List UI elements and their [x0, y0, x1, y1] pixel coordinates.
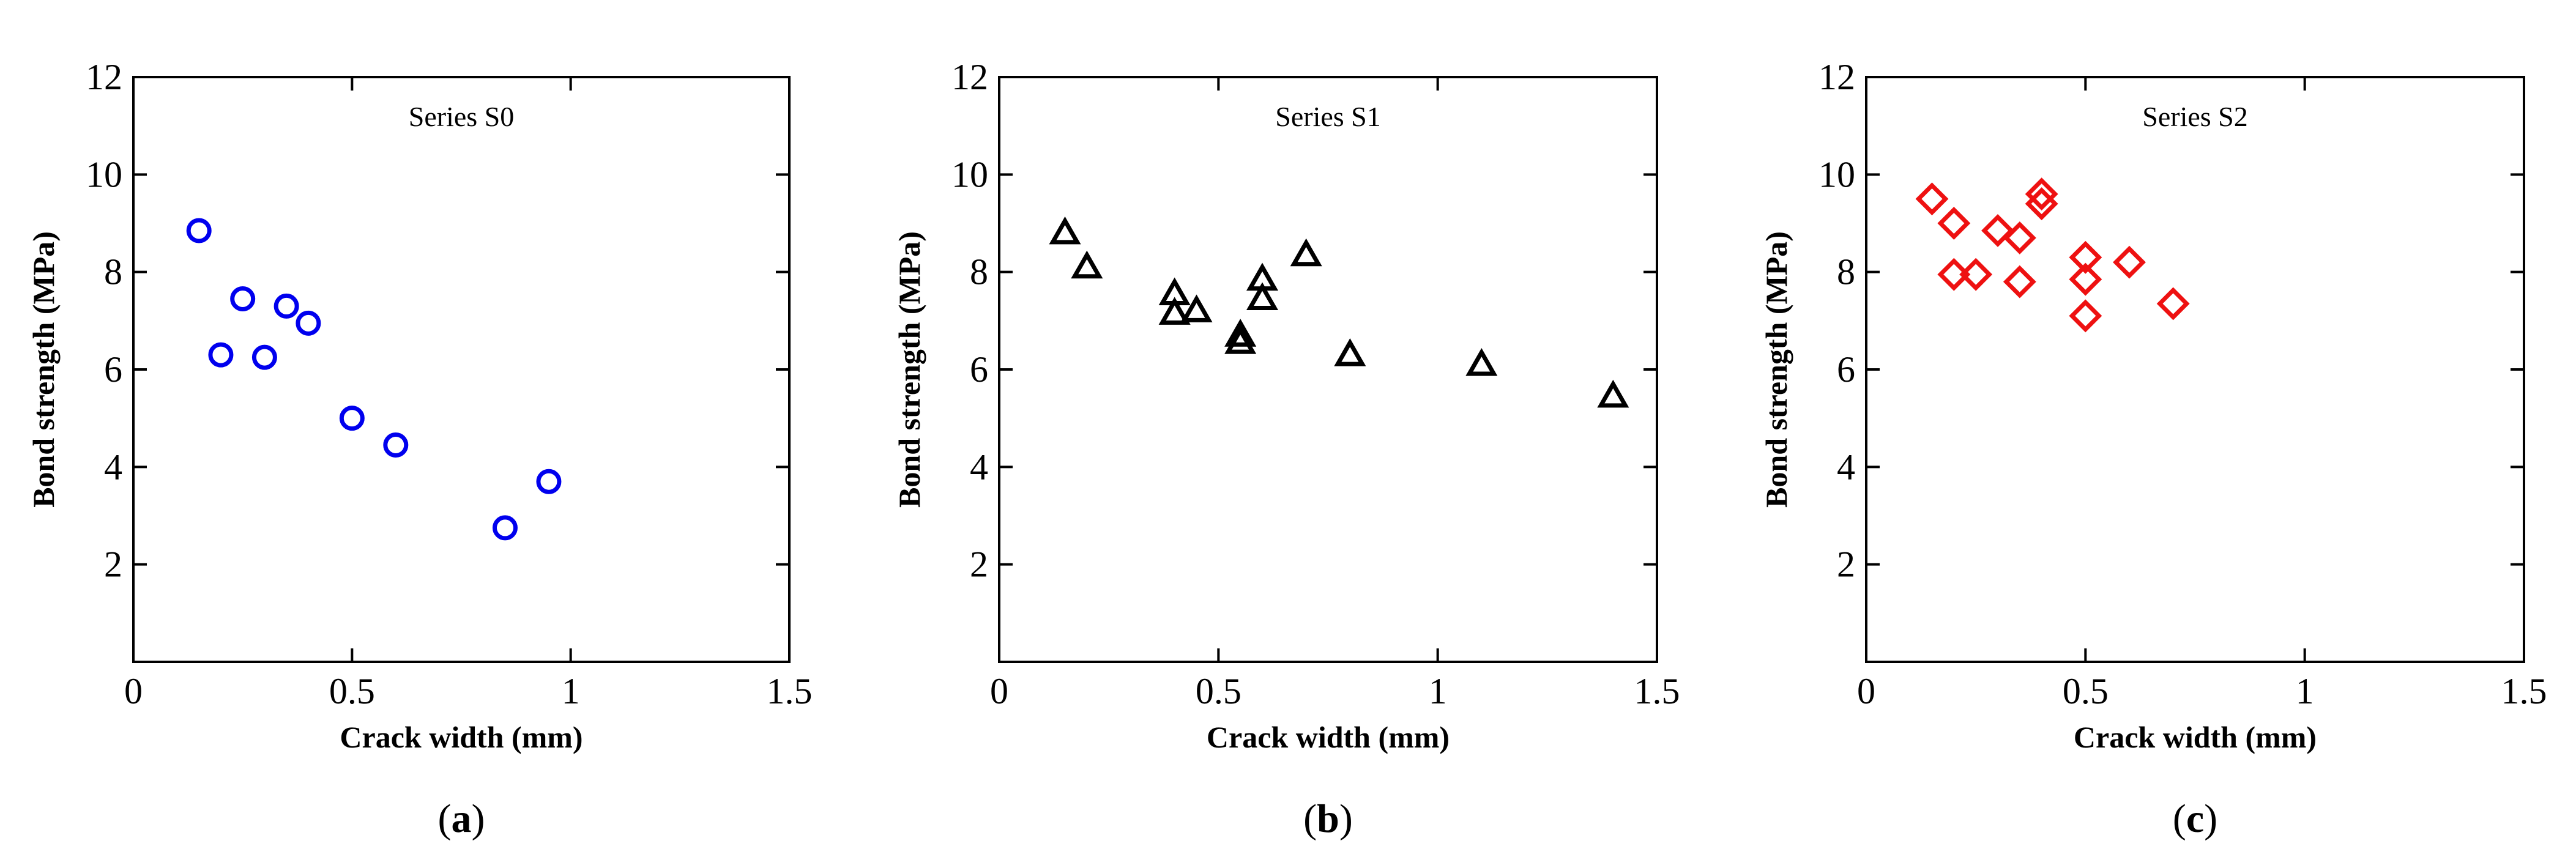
data-point-circle — [208, 342, 234, 368]
data-point-triangle — [1597, 379, 1629, 408]
panel-c: 0 0.5 1 1.5 2 4 6 8 10 12 Series S2 Crack width (mm… — [1759, 57, 2547, 841]
y-tick-label: 10 — [951, 154, 988, 195]
data-point-circle — [383, 432, 409, 458]
data-point-triangle — [1334, 338, 1366, 366]
x-tick-label: 0 — [1857, 671, 1875, 711]
series-title: Series S0 — [409, 101, 515, 132]
y-tick-label: 12 — [86, 57, 122, 97]
data-point-triangle — [1224, 326, 1257, 354]
data-point-diamond — [2025, 187, 2058, 221]
data-point-circle — [186, 218, 212, 243]
x-tick-label: 0.5 — [2063, 671, 2109, 711]
data-point-diamond — [2113, 245, 2146, 279]
data-point-diamond — [1959, 258, 1993, 291]
y-tick-label: 8 — [970, 252, 988, 292]
x-tick-label: 1 — [562, 671, 580, 711]
data-point-diamond — [2003, 265, 2036, 299]
plot-frame — [998, 76, 1658, 663]
panel-b: 0 0.5 1 1.5 2 4 6 8 10 12 Series S1 Crack width (mm… — [892, 57, 1680, 841]
data-point-diamond — [2069, 262, 2102, 296]
x-axis-title: Crack width (mm) — [2074, 720, 2317, 754]
data-point-circle — [339, 406, 365, 431]
panel-caption: (b) — [1303, 796, 1353, 841]
data-point-diamond — [1937, 258, 1971, 291]
data-point-circle — [274, 293, 299, 319]
data-point-triangle — [1224, 319, 1257, 347]
x-tick-label: 1 — [1429, 671, 1447, 711]
data-point-triangle — [1049, 216, 1081, 245]
x-tick-label: 0.5 — [329, 671, 375, 711]
data-point-circle — [230, 286, 256, 311]
x-tick-label: 1 — [2296, 671, 2314, 711]
data-point-diamond — [1915, 182, 1949, 216]
data-point-diamond — [2069, 299, 2102, 333]
data-point-diamond — [2156, 287, 2190, 321]
y-tick-label: 6 — [1837, 349, 1855, 390]
y-tick-label: 2 — [104, 544, 122, 585]
data-point-circle — [492, 515, 518, 541]
series-title: Series S2 — [2142, 101, 2248, 132]
y-axis-title: Bond strength (MPa) — [892, 231, 926, 508]
data-point-diamond — [1981, 214, 2014, 247]
data-point-circle — [296, 310, 321, 336]
y-tick-label: 10 — [86, 154, 122, 195]
series-title: Series S1 — [1275, 101, 1381, 132]
data-point-diamond — [2003, 221, 2036, 254]
x-tick-label: 1.5 — [1634, 671, 1680, 711]
y-axis-title: Bond strength (MPa) — [26, 231, 61, 508]
data-point-triangle — [1246, 282, 1279, 310]
panel-caption: (a) — [438, 796, 485, 841]
x-tick-label: 1.5 — [767, 671, 813, 711]
y-tick-label: 6 — [104, 349, 122, 390]
panel-a: 0 0.5 1 1.5 2 4 6 8 10 12 Series S0 Crack width (mm… — [26, 57, 813, 841]
x-tick-label: 0 — [124, 671, 143, 711]
data-point-triangle — [1158, 297, 1191, 325]
y-tick-label: 6 — [970, 349, 988, 390]
plot-frame — [1865, 76, 2525, 663]
data-point-triangle — [1290, 238, 1322, 267]
y-tick-label: 10 — [1818, 154, 1855, 195]
data-point-circle — [536, 469, 562, 494]
data-point-circle — [251, 344, 277, 370]
y-axis-title: Bond strength (MPa) — [1759, 231, 1793, 508]
y-tick-label: 4 — [970, 447, 988, 487]
x-tick-label: 0 — [990, 671, 1008, 711]
y-tick-label: 4 — [1837, 447, 1855, 487]
plot-frame — [132, 76, 791, 663]
y-tick-label: 2 — [1837, 544, 1855, 585]
x-axis-title: Crack width (mm) — [1207, 720, 1450, 754]
data-point-triangle — [1071, 250, 1103, 279]
data-point-diamond — [2069, 240, 2102, 274]
x-tick-label: 0.5 — [1196, 671, 1241, 711]
y-tick-label: 12 — [951, 57, 988, 97]
data-point-triangle — [1465, 347, 1498, 376]
y-tick-label: 2 — [970, 544, 988, 585]
data-point-triangle — [1180, 294, 1213, 322]
x-axis-title: Crack width (mm) — [340, 720, 583, 754]
y-tick-label: 12 — [1818, 57, 1855, 97]
data-point-diamond — [1937, 207, 1971, 240]
data-point-diamond — [2025, 177, 2058, 211]
y-tick-label: 8 — [1837, 252, 1855, 292]
x-tick-label: 1.5 — [2501, 671, 2547, 711]
y-tick-label: 8 — [104, 252, 122, 292]
panel-caption: (c) — [2173, 796, 2217, 841]
y-tick-label: 4 — [104, 447, 122, 487]
